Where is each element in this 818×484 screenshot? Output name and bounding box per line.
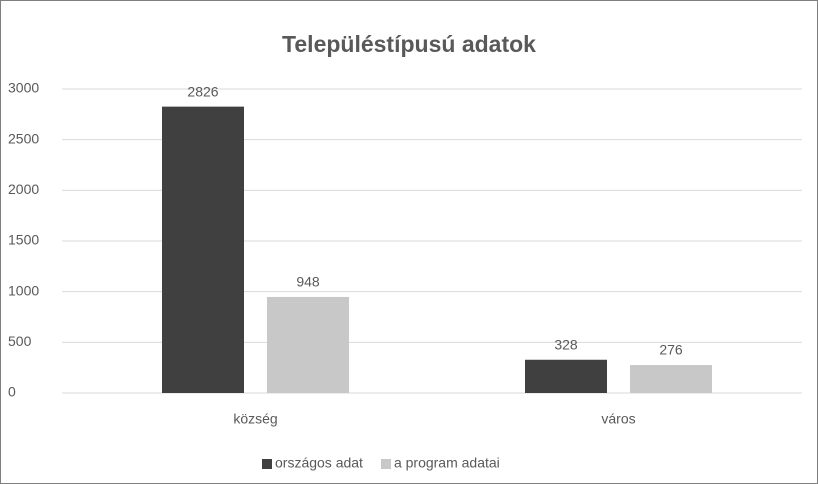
data-label: 948 — [296, 274, 320, 290]
data-label: 2826 — [187, 83, 218, 99]
x-tick-label: város — [601, 411, 635, 427]
bar — [525, 359, 607, 393]
bar — [267, 296, 349, 393]
y-tick-label: 2500 — [8, 130, 39, 146]
x-tick-label: község — [233, 411, 277, 427]
bar — [162, 106, 244, 393]
data-label: 276 — [659, 342, 683, 358]
y-tick-label: 3000 — [8, 80, 39, 96]
y-tick-label: 1500 — [8, 232, 39, 248]
y-tick-label: 1000 — [8, 282, 39, 298]
y-tick-label: 0 — [8, 384, 16, 400]
chart-title: Településtípusú adatok — [282, 31, 536, 57]
legend-swatch — [262, 459, 272, 469]
y-tick-label: 2000 — [8, 181, 39, 197]
legend-swatch — [380, 459, 391, 469]
bar — [630, 365, 712, 393]
legend-label: országos adat — [275, 455, 363, 471]
y-tick-label: 500 — [8, 333, 32, 349]
legend-label: a program adatai — [394, 455, 500, 471]
data-label: 328 — [554, 336, 578, 352]
